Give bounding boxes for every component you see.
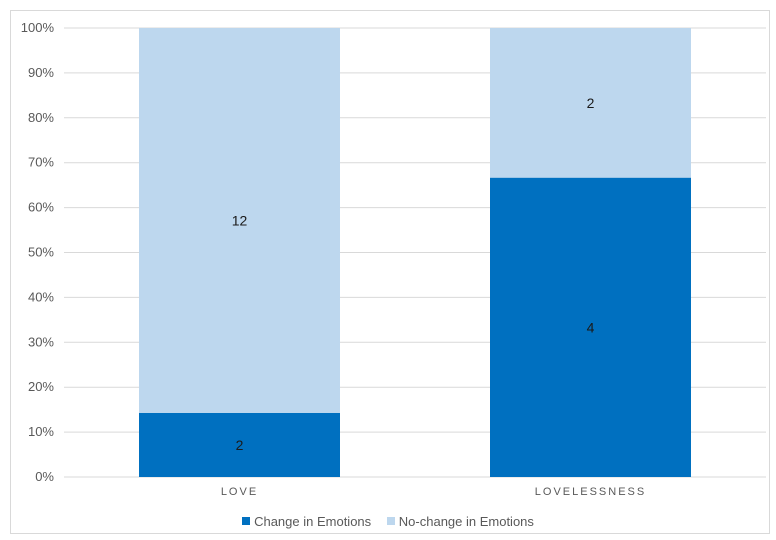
bars (139, 28, 691, 477)
bar-segment-no-change-0 (139, 28, 340, 413)
legend-swatch-no-change (386, 517, 395, 525)
y-tick-label: 10% (28, 424, 54, 439)
y-axis-ticks: 0% 10% 20% 30% 40% 50% 60% 70% 80% 90% 100% (21, 20, 55, 484)
data-label: 2 (236, 437, 244, 453)
y-tick-label: 60% (28, 200, 54, 215)
legend-swatch-change (242, 517, 251, 525)
data-label: 2 (587, 95, 595, 111)
category-label: LOVELESSNESS (535, 486, 646, 498)
y-tick-label: 70% (28, 155, 54, 170)
bar-segment-change-1 (490, 177, 691, 477)
legend-label-change: Change in Emotions (254, 513, 372, 529)
y-tick-label: 100% (21, 20, 55, 35)
category-labels: LOVE LOVELESSNESS (221, 486, 646, 498)
y-tick-label: 40% (28, 289, 54, 304)
legend-item-no-change: No-change in Emotions (386, 513, 534, 529)
y-tick-label: 80% (28, 110, 54, 125)
y-tick-label: 50% (28, 245, 54, 260)
legend: Change in Emotions No-change in Emotions (0, 513, 776, 529)
legend-label-no-change: No-change in Emotions (398, 513, 534, 529)
legend-item-change: Change in Emotions (242, 514, 371, 529)
y-tick-label: 90% (28, 65, 54, 80)
category-label: LOVE (221, 486, 258, 498)
data-label: 4 (587, 319, 595, 335)
y-tick-label: 20% (28, 379, 54, 394)
y-tick-label: 30% (28, 334, 54, 349)
y-tick-label: 0% (35, 469, 54, 484)
data-labels: 2 12 4 2 (232, 95, 595, 453)
data-label: 12 (232, 212, 248, 228)
bar-segment-change-0 (139, 412, 340, 477)
bar-segment-no-change-1 (490, 28, 691, 178)
